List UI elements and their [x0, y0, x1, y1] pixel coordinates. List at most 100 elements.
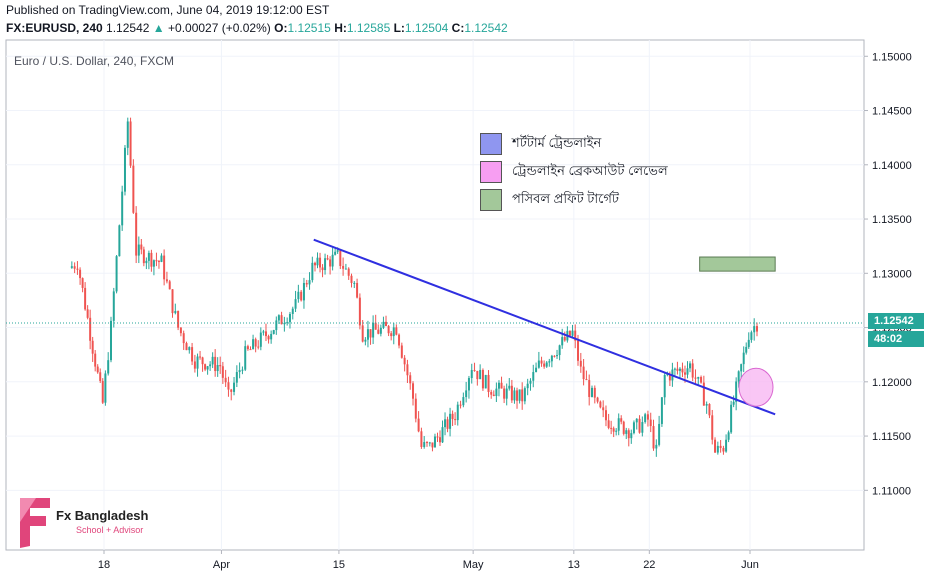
- candle-body: [199, 356, 202, 358]
- x-tick-label: 13: [568, 559, 580, 571]
- logo-name: Fx Bangladesh: [56, 508, 149, 523]
- candle-body: [529, 380, 532, 384]
- candle-body: [140, 244, 143, 250]
- candle-body: [540, 360, 543, 364]
- candle-body: [395, 327, 398, 335]
- candle-body: [188, 347, 191, 351]
- candle-body: [174, 310, 177, 314]
- candle-body: [487, 374, 490, 392]
- candle-body: [630, 433, 633, 439]
- candle-body: [249, 349, 252, 351]
- candle-body: [508, 385, 511, 389]
- candle-body: [291, 308, 294, 314]
- candle-body: [300, 291, 303, 301]
- candle-body: [454, 419, 457, 421]
- candle-body: [641, 422, 644, 433]
- candle-body: [129, 121, 132, 166]
- candle-body: [516, 390, 519, 401]
- candle-body: [216, 365, 219, 372]
- candle-body: [409, 375, 412, 384]
- candle-body: [257, 346, 260, 348]
- candle-body: [510, 385, 513, 401]
- candle-body: [500, 382, 503, 389]
- legend: শর্টটার্ম ট্রেন্ডলাইন ট্রেন্ডলাইন ব্রেকআ…: [480, 130, 668, 214]
- candle-body: [142, 249, 145, 264]
- candle-body: [755, 326, 758, 332]
- candle-body: [316, 257, 319, 266]
- candle-body: [467, 378, 470, 391]
- candle-body: [326, 258, 329, 260]
- candle-body: [523, 388, 526, 402]
- candle-body: [331, 254, 334, 267]
- annotation-layer: [6, 238, 864, 416]
- legend-label: পসিবল প্রফিট টার্গেট: [512, 190, 619, 206]
- candle-body: [649, 419, 652, 427]
- candle-body: [123, 147, 126, 192]
- candle-body: [716, 445, 719, 453]
- candle-body: [446, 419, 449, 429]
- candle-body: [436, 436, 439, 438]
- open-value: 1.12515: [287, 21, 331, 35]
- candle-body: [700, 377, 703, 383]
- candle-body: [400, 345, 403, 358]
- candle-body: [382, 321, 385, 328]
- candle-body: [602, 407, 605, 411]
- candle-body: [369, 329, 372, 338]
- y-tick-label: 1.14500: [872, 106, 912, 118]
- candle-body: [495, 388, 498, 396]
- candle-body: [481, 369, 484, 389]
- candle-body: [230, 389, 233, 392]
- candle-body: [577, 340, 580, 361]
- candle-body: [740, 364, 743, 372]
- candle-body: [356, 282, 359, 298]
- legend-swatch-green: [480, 189, 502, 211]
- candle-body: [691, 363, 694, 378]
- candle-body: [593, 387, 596, 398]
- candle-body: [714, 439, 717, 453]
- candle-body: [152, 260, 155, 267]
- y-tick-label: 1.11000: [872, 485, 911, 497]
- candle-body: [428, 442, 431, 444]
- candle-body: [563, 337, 566, 341]
- plot-area: [5, 39, 865, 551]
- plot-title: Euro / U.S. Dollar, 240, FXCM: [14, 54, 175, 68]
- candle-body: [211, 356, 214, 365]
- candle-body: [280, 315, 283, 325]
- candle-body: [206, 366, 209, 370]
- candle-body: [750, 332, 753, 340]
- published-line: Published on TradingView.com, June 04, 2…: [6, 3, 330, 17]
- candle-body: [137, 244, 140, 256]
- candle-body: [305, 282, 308, 285]
- x-tick-label: Apr: [213, 559, 230, 571]
- trendline: [313, 238, 776, 416]
- candle-body: [484, 374, 487, 389]
- axis-layer: 1.150001.145001.140001.135001.130001.125…: [98, 51, 912, 571]
- candle-body: [163, 255, 166, 280]
- candle-body: [308, 280, 311, 285]
- candle-body: [165, 279, 168, 282]
- candle-body: [444, 419, 447, 428]
- candle-body: [705, 404, 708, 406]
- candle-body: [615, 430, 618, 432]
- candle-body: [361, 325, 364, 342]
- candle-body: [270, 333, 273, 340]
- candle-body: [182, 333, 185, 344]
- logo-subtitle: School + Advisor: [76, 525, 144, 535]
- candle-body: [535, 367, 538, 373]
- candle-body: [532, 372, 535, 381]
- candle-body: [588, 380, 591, 397]
- candle-body: [135, 212, 138, 256]
- symbol-info-line: FX:EURUSD, 240 1.12542 ▲ +0.00027 (+0.02…: [6, 21, 508, 35]
- candle-body: [568, 330, 571, 336]
- candle-body: [505, 388, 508, 399]
- candle-body: [70, 266, 73, 268]
- candle-body: [191, 347, 194, 362]
- close-label: C:: [451, 21, 465, 35]
- high-label: H:: [334, 21, 347, 35]
- candle-body: [302, 282, 305, 301]
- candle-body: [635, 418, 638, 423]
- candle-body: [121, 191, 124, 226]
- candle-body: [76, 268, 79, 270]
- legend-item-breakout: ট্রেন্ডলাইন ব্রেকআউট লেভেল: [480, 158, 668, 186]
